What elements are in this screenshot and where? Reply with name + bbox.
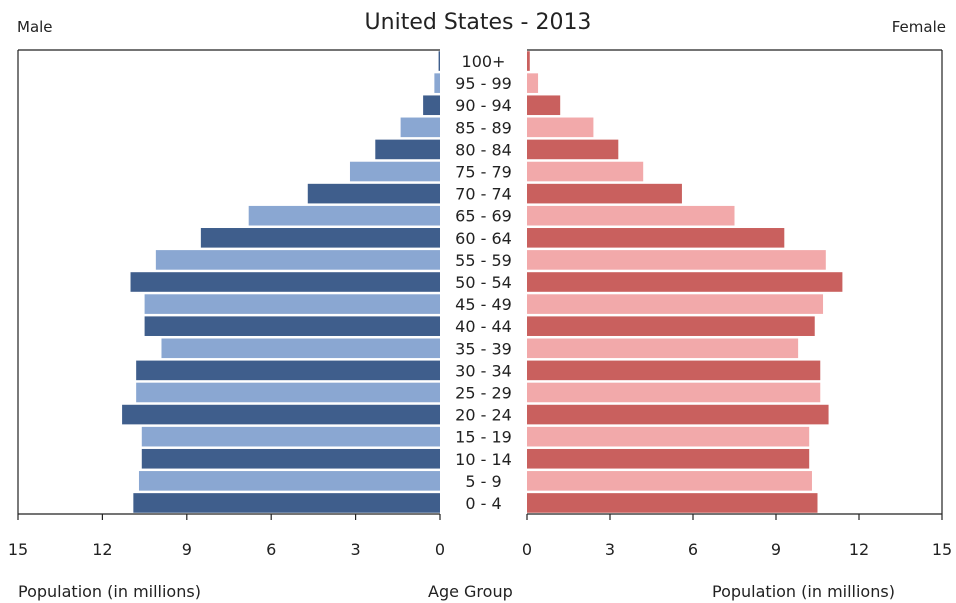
male-bar [434,73,440,93]
male-bar [438,51,440,71]
male-bar [141,426,440,447]
female-bar [527,51,530,71]
female-bar [527,139,619,160]
age-group-label: 20 - 24 [455,406,512,425]
female-bar [527,294,824,314]
male-bar [248,205,440,226]
male-tick-label: 15 [8,540,28,559]
age-group-label: 40 - 44 [455,317,512,336]
female-tick-label: 3 [605,540,615,559]
female-tick-label: 0 [522,540,532,559]
x-axis-label-female: Population (in millions) [712,582,895,601]
female-bar [527,205,735,226]
female-bar [527,360,821,381]
axes: 0 0 3 3 6 6 9 9 12 12 15 15 [8,49,952,559]
age-group-label: 10 - 14 [455,450,512,469]
age-group-label: 50 - 54 [455,273,512,292]
female-bar [527,272,843,292]
age-group-label: 90 - 94 [455,96,512,115]
female-tick-label: 15 [932,540,952,559]
male-tick-label: 0 [435,540,445,559]
female-bar [527,426,810,447]
x-axis-label-age-group: Age Group [428,582,513,601]
male-bar [349,161,440,182]
female-bar [527,448,810,469]
age-group-label: 45 - 49 [455,295,512,314]
female-bar [527,250,826,270]
male-bar [423,95,440,116]
male-bar [133,493,440,513]
age-group-label: 65 - 69 [455,207,512,226]
male-tick-label: 6 [266,540,276,559]
age-group-label: 55 - 59 [455,251,512,270]
age-group-label: 25 - 29 [455,383,512,402]
male-bars [122,51,441,513]
female-bar [527,316,815,336]
x-axis-label-male: Population (in millions) [18,582,201,601]
age-group-label: 0 - 4 [465,494,501,513]
age-group-label: 60 - 64 [455,229,512,248]
age-group-label: 75 - 79 [455,163,512,182]
age-group-labels: 0 - 4 5 - 9 10 - 14 15 - 19 20 - 24 25 - 29 30… [455,52,512,513]
male-bar [200,228,440,248]
female-bar [527,161,644,182]
male-bar [400,117,440,138]
female-bar [527,338,799,359]
age-group-label: 100+ [462,52,506,71]
male-bar [307,183,440,204]
male-tick-label: 3 [351,540,361,559]
female-bar [527,117,594,138]
female-bar [527,404,829,425]
age-group-label: 80 - 84 [455,140,512,159]
age-group-label: 30 - 34 [455,361,512,380]
male-tick-label: 9 [182,540,192,559]
male-label: Male [17,18,53,36]
female-bar [527,228,785,248]
male-bar [155,250,440,270]
male-bar [138,471,440,491]
male-bar [161,338,441,359]
age-group-label: 5 - 9 [465,472,501,491]
female-label: Female [891,18,946,36]
age-group-label: 85 - 89 [455,118,512,137]
female-bar [527,471,812,491]
male-bar [141,448,440,469]
age-group-label: 95 - 99 [455,74,512,93]
male-tick-label: 12 [92,540,112,559]
male-bar [136,382,440,403]
female-tick-label: 12 [849,540,869,559]
age-group-label: 35 - 39 [455,339,512,358]
female-bar [527,183,682,204]
age-group-label: 70 - 74 [455,185,512,204]
male-bar [136,360,440,381]
chart-title: United States - 2013 [364,10,592,35]
male-bar [122,404,441,425]
age-group-label: 15 - 19 [455,428,512,447]
female-bar [527,493,818,513]
female-tick-label: 9 [771,540,781,559]
female-bar [527,382,821,403]
male-bar [375,139,440,160]
female-tick-label: 6 [688,540,698,559]
female-bar [527,95,561,116]
female-bars [527,51,843,513]
male-bar [130,272,441,292]
male-bar [144,294,440,314]
female-bar [527,73,539,93]
male-bar [144,316,440,336]
